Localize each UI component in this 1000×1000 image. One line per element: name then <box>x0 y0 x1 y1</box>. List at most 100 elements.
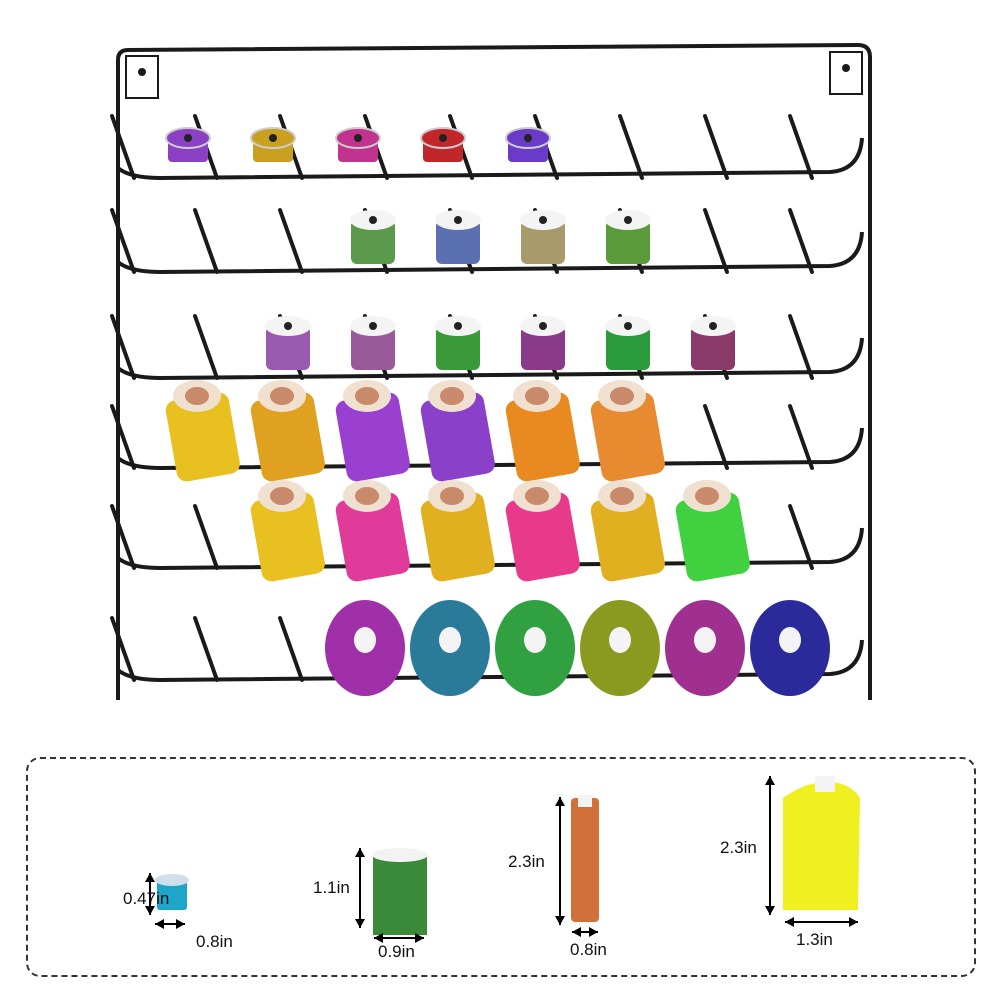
peg <box>703 114 729 180</box>
peg <box>703 208 729 274</box>
spool-thread <box>351 220 395 264</box>
spool-thread <box>351 326 395 370</box>
thread-spool <box>505 480 580 582</box>
rack-row <box>110 314 864 381</box>
spool-hole <box>440 487 464 505</box>
row-bar <box>116 527 864 571</box>
thread-spool <box>335 380 410 482</box>
thread-spool <box>165 127 211 162</box>
thread-spool <box>590 380 665 482</box>
thread-spool <box>750 600 830 696</box>
peg <box>788 314 814 380</box>
peg <box>193 616 219 682</box>
dimensions-panel <box>26 757 976 977</box>
spool-thread <box>606 220 650 264</box>
peg <box>618 114 644 180</box>
spool-hole <box>454 322 462 330</box>
bobbin-width-label: 0.8in <box>196 932 233 951</box>
spool-thread <box>335 492 410 582</box>
rack-row <box>110 380 864 482</box>
spool-hole <box>610 387 634 405</box>
spool-hole <box>539 216 547 224</box>
spool-hole <box>355 387 379 405</box>
spool-hole <box>270 387 294 405</box>
cone-width-label: 1.3in <box>796 930 833 949</box>
peg <box>193 504 219 570</box>
slim-spool-height-label: 2.3in <box>508 852 545 871</box>
spool-hole <box>270 487 294 505</box>
spool-hole <box>185 387 209 405</box>
rack-row <box>110 480 864 582</box>
spool-thread <box>675 492 750 582</box>
thread-spool <box>265 316 311 370</box>
bobbin-hole <box>439 134 447 142</box>
peg <box>278 616 304 682</box>
cone-hole <box>354 627 376 653</box>
thread-spool <box>410 600 490 696</box>
peg <box>110 314 136 380</box>
spool-thread <box>250 392 325 482</box>
row-bar <box>116 427 864 471</box>
thread-spool <box>675 480 750 582</box>
thread-spool <box>505 380 580 482</box>
row-bar <box>116 231 864 275</box>
bobbin-hole <box>354 134 362 142</box>
thread-rack-image <box>110 42 872 700</box>
spool-thread <box>335 392 410 482</box>
row-bar <box>116 337 864 381</box>
peg <box>110 616 136 682</box>
small-spool-width-label: 0.9in <box>378 942 415 961</box>
spool-hole <box>440 387 464 405</box>
thread-spool <box>335 480 410 582</box>
thread-spool <box>435 316 481 370</box>
spool-thread <box>590 492 665 582</box>
peg <box>110 114 136 180</box>
spool-hole <box>695 487 719 505</box>
hang-hole <box>842 64 850 72</box>
spool-thread <box>691 326 735 370</box>
row-bar <box>116 639 864 683</box>
thread-spool <box>420 127 466 162</box>
slim-spool-width-label: 0.8in <box>570 940 607 959</box>
cone-hole <box>439 627 461 653</box>
cone-height-label: 2.3in <box>720 838 757 857</box>
spool-hole <box>539 322 547 330</box>
spool-thread <box>420 492 495 582</box>
spool-hole <box>454 216 462 224</box>
spool-thread <box>590 392 665 482</box>
cone-hole <box>779 627 801 653</box>
thread-spool <box>420 380 495 482</box>
bobbin-hole <box>269 134 277 142</box>
spool-thread <box>436 326 480 370</box>
hanger-tab <box>829 51 863 95</box>
spool-thread <box>505 392 580 482</box>
hanger-tab <box>125 55 159 99</box>
peg <box>110 504 136 570</box>
thread-spool <box>250 127 296 162</box>
bobbin-hole <box>184 134 192 142</box>
spool-thread <box>250 492 325 582</box>
peg <box>703 404 729 470</box>
spool-hole <box>525 387 549 405</box>
peg <box>788 114 814 180</box>
thread-spool <box>605 210 651 264</box>
thread-spool <box>690 316 736 370</box>
spool-hole <box>284 322 292 330</box>
cone-hole <box>524 627 546 653</box>
thread-spool <box>580 600 660 696</box>
thread-spool <box>520 210 566 264</box>
peg <box>278 208 304 274</box>
spool-thread <box>606 326 650 370</box>
spool-thread <box>165 392 240 482</box>
spool-hole <box>610 487 634 505</box>
rack-frame <box>116 42 872 700</box>
peg <box>788 208 814 274</box>
peg <box>193 208 219 274</box>
spool-hole <box>624 216 632 224</box>
cone-hole <box>609 627 631 653</box>
thread-spool <box>665 600 745 696</box>
thread-spool <box>335 127 381 162</box>
thread-spool <box>590 480 665 582</box>
small-spool-height-label: 1.1in <box>313 878 350 897</box>
spool-hole <box>369 216 377 224</box>
